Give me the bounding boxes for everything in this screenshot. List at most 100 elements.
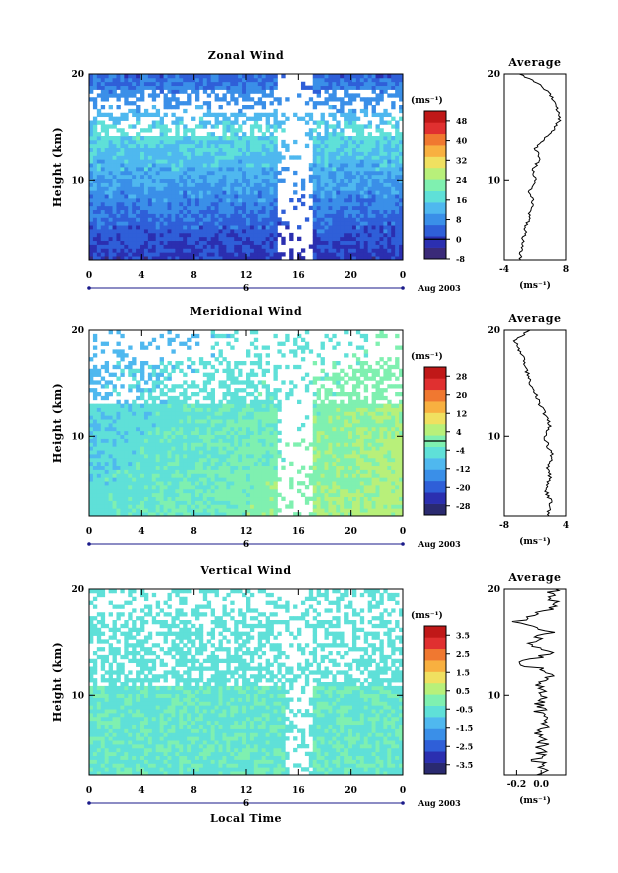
colorbar-tick-label: 28 [456,371,468,381]
average-frame [503,73,567,261]
colorbar-frame [423,110,447,260]
average-profile-line [511,588,561,776]
y-tick-label: 20 [71,585,84,595]
average-panel: Average 10 20 -8 4 (ms⁻¹) [487,312,569,547]
x-tick-label: 12 [240,271,253,281]
y-axis-label: Height (km) [51,383,64,463]
colorbar: 3.5 2.5 1.5 0.5 -0.5 -1.5 -2.5 -3.5 [423,625,473,775]
x-tick-label: 16 [292,786,305,796]
x-tick-label: 8 [191,271,197,281]
panel-title: Vertical Wind [199,564,291,577]
x-tick-label: 4 [138,271,144,281]
avg-x-tick-label: -4 [499,265,509,275]
avg-y-tick-label: 10 [487,691,500,701]
colorbar-tick-label: 1.5 [456,667,470,677]
colorbar: 48 40 32 24 16 8 0 -8 [423,110,468,264]
average-profile-line [518,73,562,261]
colorbar-tick-label: -8 [456,254,465,264]
colorbar-tick-label: 40 [456,136,468,146]
unit-label: (ms⁻¹) [411,95,443,106]
avg-x-tick-label: 4 [563,521,569,531]
date-label: Aug 2003 [417,539,461,549]
x-tick-label: 8 [191,527,197,537]
colorbar-tick-label: 4 [456,427,462,437]
panel-title: Meridional Wind [190,305,303,318]
day-axis-start [87,286,91,290]
avg-unit-label: (ms⁻¹) [519,795,551,806]
colorbar-tick-label: -20 [456,482,471,492]
avg-y-tick-label: 10 [487,432,500,442]
colorbar-tick-label: 16 [456,195,468,205]
day-label: 6 [243,799,249,809]
avg-x-tick-label: 0.0 [533,780,549,790]
x-tick-label: 16 [292,271,305,281]
x-tick-label: 12 [240,527,253,537]
average-profile-line [512,329,555,517]
x-tick-label: 0 [86,527,92,537]
avg-unit-label: (ms⁻¹) [519,536,551,547]
average-frame [503,329,567,517]
x-tick-label: 20 [344,527,357,537]
average-panel: Average 10 20 -0.2 0.0 (ms⁻¹) [487,571,567,806]
y-tick-label: 10 [71,691,84,701]
colorbar-tick-label: -12 [456,464,470,474]
average-panel: Average 10 20 -4 8 (ms⁻¹) [487,56,569,291]
day-axis-start [87,542,91,546]
colorbar-tick-label: 3.5 [456,630,470,640]
y-tick-label: 10 [71,176,84,186]
average-title: Average [507,571,561,584]
colorbar-tick-label: 20 [456,390,468,400]
x-tick-label: 0 [400,786,406,796]
heatmap [89,74,404,261]
avg-x-tick-label: -8 [499,521,509,531]
colorbar-tick-label: -28 [456,501,471,511]
x-tick-label: 4 [138,527,144,537]
avg-y-tick-label: 20 [487,70,500,80]
heatmap [89,330,404,517]
x-axis-label: Local Time [210,812,282,825]
colorbar-tick-label: -0.5 [456,704,473,714]
x-tick-label: 16 [292,527,305,537]
date-label: Aug 2003 [417,798,461,808]
date-label: Aug 2003 [417,283,461,293]
avg-y-tick-label: 20 [487,585,500,595]
unit-label: (ms⁻¹) [411,610,443,621]
day-axis-end [401,542,405,546]
day-axis-start [87,801,91,805]
avg-x-tick-label: 8 [563,265,569,275]
y-tick-label: 20 [71,70,84,80]
x-tick-label: 0 [86,271,92,281]
avg-unit-label: (ms⁻¹) [519,280,551,291]
x-tick-label: 0 [400,271,406,281]
colorbar: 28 20 12 4 -4 -12 -20 -28 [423,366,471,516]
avg-y-tick-label: 10 [487,176,500,186]
heatmap [89,589,404,776]
x-tick-label: 4 [138,786,144,796]
avg-y-tick-label: 20 [487,326,500,336]
panel-1: Meridional Wind 10 20 Height (km) 0 4 8 12 16 20 0… [51,305,569,550]
colorbar-frame [423,625,447,775]
x-tick-label: 20 [344,786,357,796]
day-label: 6 [243,284,249,294]
y-tick-label: 10 [71,432,84,442]
average-frame [503,588,567,776]
unit-label: (ms⁻¹) [411,351,443,362]
y-axis-label: Height (km) [51,127,64,207]
colorbar-tick-label: -3.5 [456,760,473,770]
colorbar-tick-label: 48 [456,116,468,126]
avg-x-tick-label: -0.2 [507,780,526,790]
x-tick-label: 20 [344,271,357,281]
colorbar-tick-label: 12 [456,408,467,418]
colorbar-tick-label: 24 [456,175,468,185]
x-tick-label: 0 [400,527,406,537]
colorbar-tick-label: -2.5 [456,741,473,751]
colorbar-tick-label: -4 [456,445,465,455]
panel-2: Vertical Wind 10 20 Height (km) 0 4 8 12 16 20 0 6 A… [51,564,567,809]
day-axis-end [401,286,405,290]
x-tick-label: 0 [86,786,92,796]
x-tick-label: 8 [191,786,197,796]
average-title: Average [507,312,561,325]
y-tick-label: 20 [71,326,84,336]
